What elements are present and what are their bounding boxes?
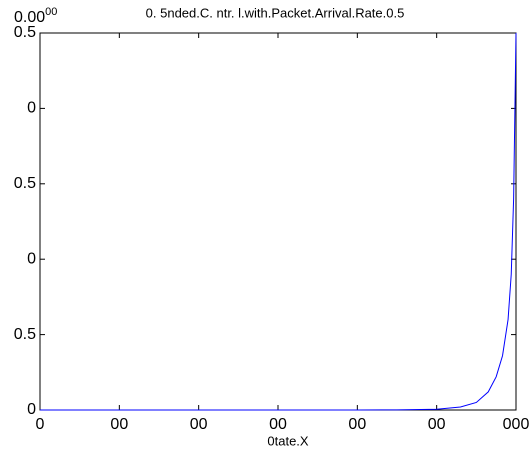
exponent-base: 0.00 [14,9,45,26]
x-tick-label: 00 [190,416,208,433]
x-tick-label: 00 [110,416,128,433]
plot-frame [39,32,517,411]
y-tick-label: 0 [27,401,36,418]
y-tick-label: 0.5 [14,326,36,343]
y-tick-label: 0.5 [14,175,36,192]
x-tick-label: 000 [503,416,530,433]
x-tick-label: 00 [348,416,366,433]
x-tick-label: 00 [269,416,287,433]
x-tick-label: 0 [36,416,45,433]
data-line [40,32,517,411]
x-tick-label: 00 [428,416,446,433]
y-exponent: 0.0000 [14,6,57,26]
chart-title: 0. 5nded.C. ntr. l.with.Packet.Arrival.R… [146,5,405,20]
y-tick-label: 0 [27,250,36,267]
y-tick-label: 0 [27,100,36,117]
exponent-power: 00 [45,6,57,18]
x-axis-label: 0tate.X [267,433,309,448]
y-tick-label: 0.5 [14,24,36,41]
